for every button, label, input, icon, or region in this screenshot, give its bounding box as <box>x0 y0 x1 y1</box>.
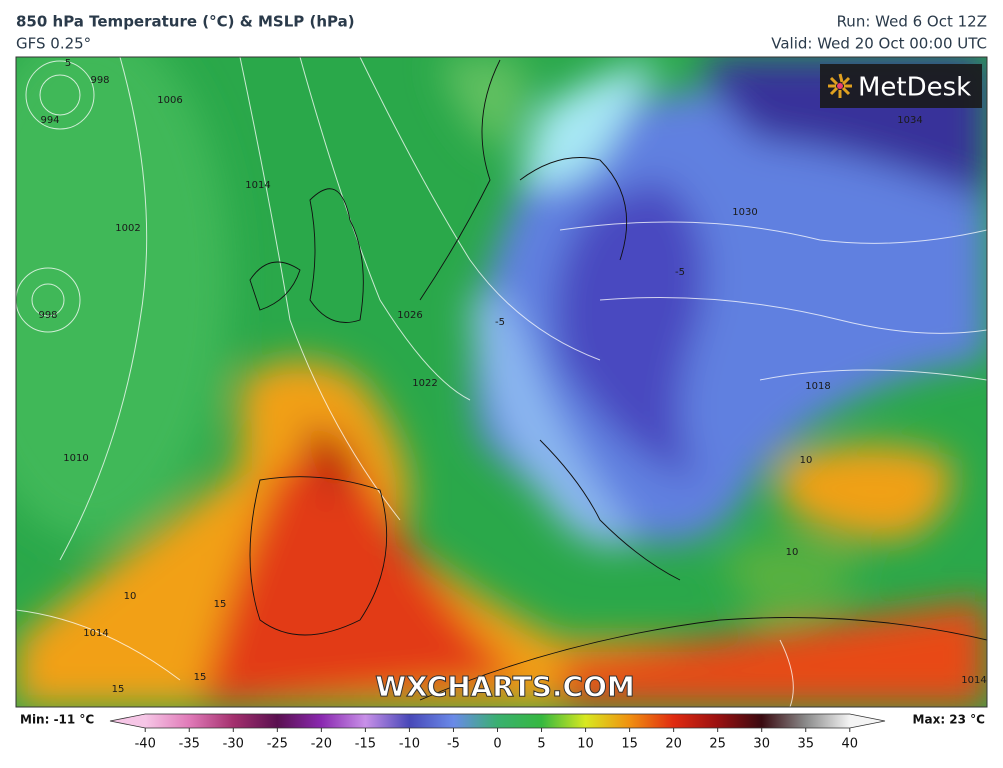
contour-label: 10 <box>800 455 813 466</box>
contour-label: 1006 <box>157 95 182 106</box>
colorbar-tick-label: -15 <box>355 737 376 752</box>
contour-label: 15 <box>194 672 207 683</box>
contour-label: 15 <box>214 599 227 610</box>
colorbar-tick-label: -20 <box>311 737 332 752</box>
contour-label: 1022 <box>412 378 437 389</box>
contour-label: 998 <box>90 75 109 86</box>
subtitle: GFS 0.25° <box>16 35 91 53</box>
contour-label: 994 <box>40 115 59 126</box>
contour-label: 1034 <box>897 115 922 126</box>
run-time: Run: Wed 6 Oct 12Z <box>837 13 987 31</box>
contour-label: 1026 <box>397 310 422 321</box>
colorbar-bar <box>109 713 886 729</box>
contour-label: 10 <box>124 591 137 602</box>
colorbar-tick-label: -10 <box>399 737 420 752</box>
logo-text: MetDesk <box>858 73 971 103</box>
logo-mark <box>828 73 852 98</box>
contour-label: 1010 <box>63 453 88 464</box>
colorbar-tick-label: 10 <box>577 737 594 752</box>
colorbar-tick-label: -5 <box>447 737 460 752</box>
colorbar-tick-label: 25 <box>709 737 726 752</box>
contour-label: -5 <box>675 267 685 278</box>
colorbar-tick-label: 35 <box>797 737 814 752</box>
contour-labels: 5998994100610141002998101010221026103010… <box>38 58 986 695</box>
contour-label: 5 <box>65 58 71 69</box>
contour-label: 1002 <box>115 223 140 234</box>
colorbar: -40 -35 -30 -25 -20 -15 -10 -5 0 5 10 15 20 25 30 35 40 <box>109 713 886 752</box>
map-frame <box>15 56 988 708</box>
colorbar-tick-label: -25 <box>267 737 288 752</box>
watermark: WXCHARTS.COM <box>375 670 635 703</box>
map-field <box>16 57 987 707</box>
colorbar-tick-label: 40 <box>841 737 858 752</box>
colorbar-tick-label: 5 <box>537 737 545 752</box>
colorbar-tick-label: 20 <box>665 737 682 752</box>
colorbar-tick-label: 30 <box>753 737 770 752</box>
valid-time: Valid: Wed 20 Oct 00:00 UTC <box>771 35 987 53</box>
contour-label: 10 <box>786 547 799 558</box>
contour-label: 15 <box>112 684 125 695</box>
contour-label: 1014 <box>245 180 270 191</box>
contour-label: 1018 <box>805 381 830 392</box>
contour-label: 1014 <box>961 675 986 686</box>
colorbar-tick-label: -30 <box>223 737 244 752</box>
contour-label: 998 <box>38 310 57 321</box>
contour-label: 1014 <box>83 628 108 639</box>
contour-label: 1030 <box>732 207 757 218</box>
colorbar-tick-label: -35 <box>179 737 200 752</box>
colorbar-max: Max: 23 °C <box>913 713 986 727</box>
colorbar-tick-label: 0 <box>493 737 501 752</box>
title: 850 hPa Temperature (°C) & MSLP (hPa) <box>16 13 355 31</box>
colorbar-min: Min: -11 °C <box>20 713 94 727</box>
colorbar-tick-label: -40 <box>135 737 156 752</box>
colorbar-tick-label: 15 <box>621 737 638 752</box>
contour-label: -5 <box>495 317 505 328</box>
